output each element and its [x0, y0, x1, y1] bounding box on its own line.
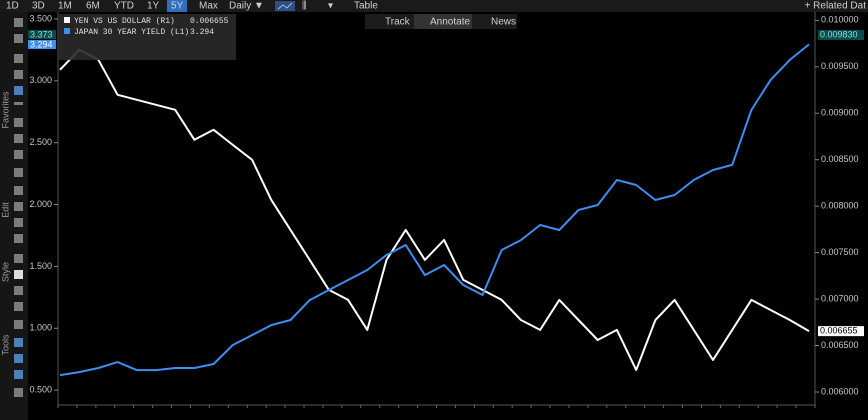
tool-icon[interactable]	[14, 234, 23, 243]
legend: YEN VS US DOLLAR (R1) 0.006655 JAPAN 30 …	[58, 14, 236, 60]
range-button[interactable]: 1Y	[147, 1, 160, 12]
sidebar	[0, 12, 28, 420]
last-value: 3.294	[30, 39, 53, 49]
active-range	[167, 0, 187, 12]
range-button[interactable]: YTD	[114, 1, 134, 12]
tool-icon[interactable]	[14, 150, 23, 159]
tool-icon[interactable]	[14, 320, 23, 329]
legend-swatch	[64, 17, 70, 23]
y2-tick-label: 0.009500	[821, 61, 859, 71]
mode-button[interactable]: News	[491, 17, 516, 28]
y2-tick-label: 0.008500	[821, 154, 859, 164]
bar-icon[interactable]: ⫼	[302, 1, 307, 12]
tool-icon[interactable]	[14, 338, 23, 347]
tool-icon[interactable]	[14, 118, 23, 127]
y2-tick-label: 0.009000	[821, 108, 859, 118]
mode-button[interactable]: Track	[385, 17, 411, 28]
related-data-button[interactable]: + Related Dat	[805, 1, 867, 12]
range-button[interactable]: Max	[199, 1, 218, 12]
sidebar-icons	[14, 18, 23, 397]
y2-tick-label: 0.010000	[821, 15, 859, 25]
legend-value: 0.006655	[190, 17, 229, 26]
y2-tick-label: 0.008000	[821, 201, 859, 211]
sidebar-section: Tools	[0, 334, 10, 356]
tool-icon[interactable]	[14, 218, 23, 227]
last-value-tag	[818, 326, 864, 337]
line-icon	[277, 2, 293, 10]
y-tick-label: 3.000	[29, 75, 52, 85]
tool-icon[interactable]	[14, 54, 23, 63]
legend-box	[58, 14, 236, 60]
tool-icon[interactable]	[14, 186, 23, 195]
legend-label: YEN VS US DOLLAR (R1)	[74, 17, 175, 26]
tool-icon[interactable]	[14, 202, 23, 211]
range-button[interactable]: 5Y	[171, 1, 184, 12]
sidebar-section: Style	[0, 262, 10, 282]
y2-tick-label: 0.006500	[821, 340, 859, 350]
crosshair-tag	[28, 30, 56, 39]
dropdown-icon[interactable]: ▾	[328, 1, 333, 12]
y2-tick-label: 0.007000	[821, 293, 859, 303]
toolbar	[0, 0, 868, 12]
tool-icon[interactable]	[14, 34, 23, 43]
tool-icon[interactable]	[14, 168, 23, 177]
tool-icon[interactable]	[14, 134, 23, 143]
mode-button[interactable]: Annotate	[430, 17, 470, 28]
tool-icon[interactable]	[14, 354, 23, 363]
tool-icon[interactable]	[14, 270, 23, 279]
y-tick-label: 3.500	[29, 13, 52, 23]
tool-icon[interactable]	[14, 286, 23, 295]
y-tick-label: 2.000	[29, 199, 52, 209]
crosshair-value: 0.009830	[820, 29, 858, 39]
tool-icon[interactable]	[14, 102, 23, 105]
range-button[interactable]: 1D	[6, 1, 19, 12]
series-line	[59, 43, 810, 377]
tool-icon[interactable]	[14, 370, 23, 379]
range-button[interactable]: 1M	[58, 1, 72, 12]
crosshair-tag	[818, 30, 864, 40]
y2-tick-label: 0.006000	[821, 386, 859, 396]
last-value: 0.006655	[820, 326, 858, 336]
tool-icon[interactable]	[14, 388, 23, 397]
sidebar-section: Edit	[0, 202, 10, 218]
last-value-tag	[28, 40, 56, 49]
sidebar-section: Favorites	[0, 91, 10, 129]
legend-swatch	[64, 28, 70, 34]
tool-icon[interactable]	[14, 302, 23, 311]
frequency-dropdown[interactable]: Daily ▼	[229, 1, 264, 12]
y2-tick-label: 0.007500	[821, 247, 859, 257]
legend-value: 3.294	[190, 28, 214, 37]
table-button[interactable]: Table	[354, 1, 378, 12]
tool-icon[interactable]	[14, 86, 23, 95]
range-button[interactable]: 3D	[32, 1, 45, 12]
tool-icon[interactable]	[14, 18, 23, 27]
range-button[interactable]: 6M	[86, 1, 100, 12]
y-tick-label: 0.500	[29, 385, 52, 395]
legend-label: JAPAN 30 YEAR YIELD (L1)	[74, 28, 189, 37]
crosshair-value: 3.373	[30, 29, 53, 39]
y-tick-label: 1.000	[29, 323, 52, 333]
tool-icon[interactable]	[14, 254, 23, 263]
y-tick-label: 1.500	[29, 261, 52, 271]
active-mode	[414, 14, 472, 29]
series-line	[59, 48, 810, 371]
tool-icon[interactable]	[14, 70, 23, 79]
y-tick-label: 2.500	[29, 137, 52, 147]
plot	[59, 43, 810, 377]
